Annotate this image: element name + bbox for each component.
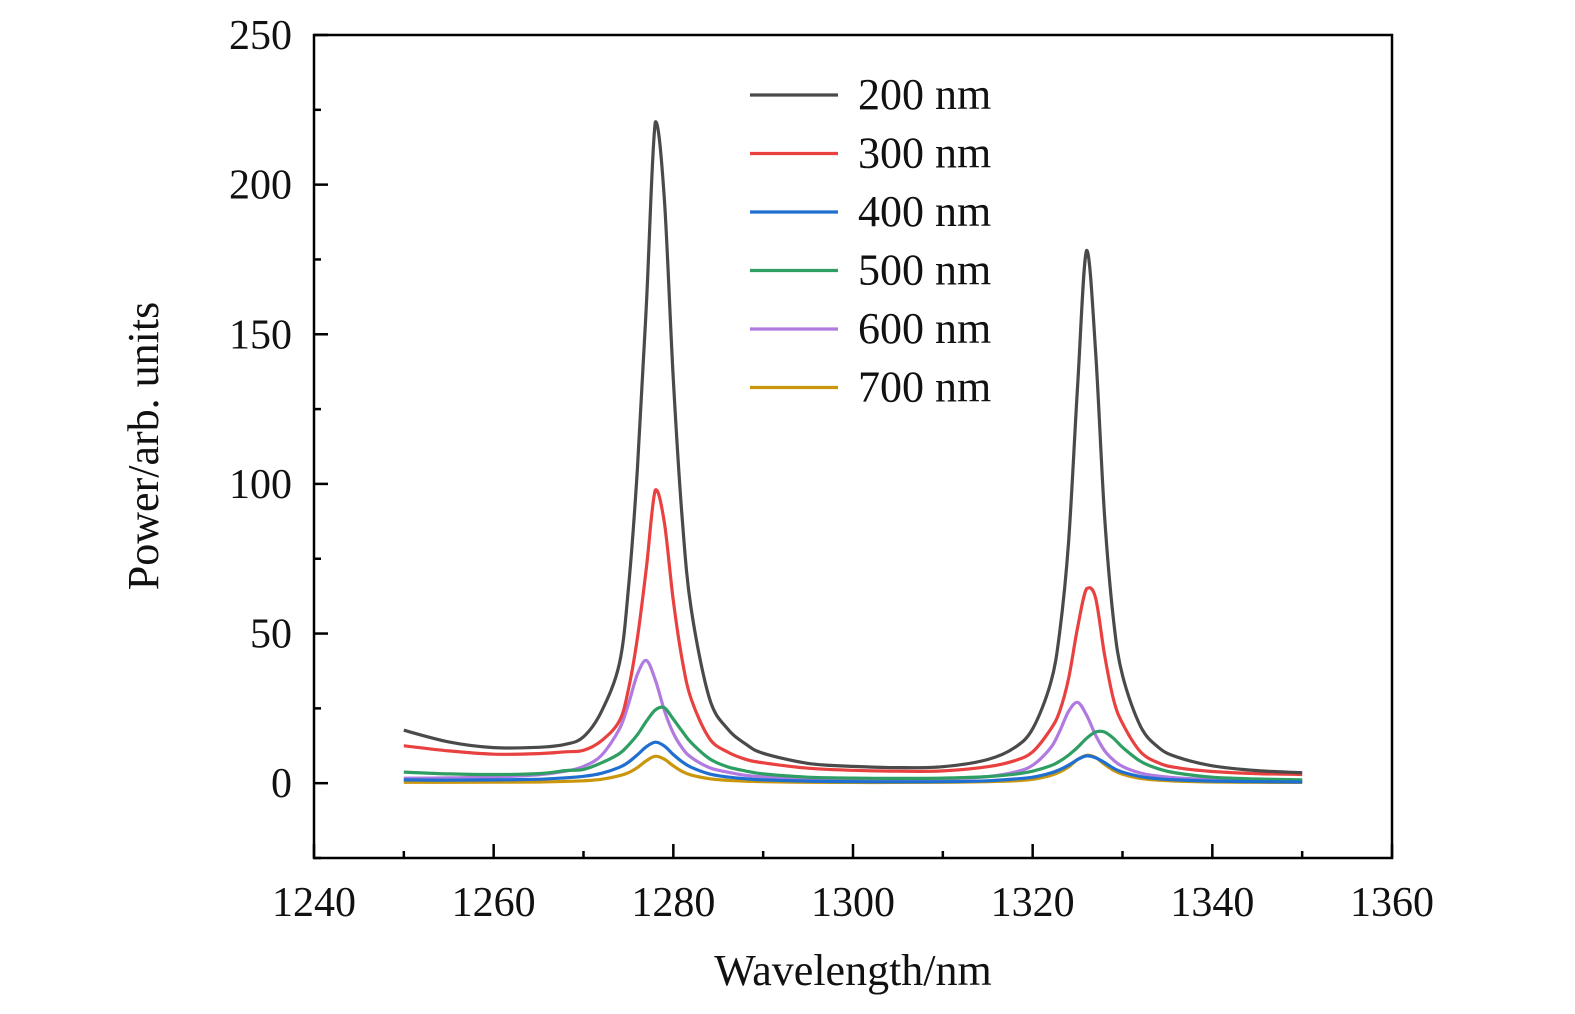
series-line-600-nm (403, 658, 1303, 783)
ticks-layer: 1240 1260 1280 1300 1320 1340 1360 0 50 100 150 200… (229, 13, 1434, 926)
legend-label: 600 nm (858, 304, 991, 353)
x-tick-label: 1340 (1170, 880, 1254, 926)
series-line-200-nm (403, 120, 1303, 775)
series-line-400-nm (403, 740, 1303, 784)
legend-label: 200 nm (858, 70, 991, 119)
y-tick-label: 50 (250, 612, 292, 658)
x-tick-label: 1240 (272, 880, 356, 926)
x-tick-label: 1360 (1350, 880, 1434, 926)
y-tick-label: 150 (229, 312, 292, 358)
y-tick-label: 100 (229, 462, 292, 508)
series-line-500-nm (403, 705, 1303, 782)
x-tick-label: 1300 (811, 880, 895, 926)
x-tick-label: 1260 (452, 880, 536, 926)
y-axis-label: Power/arb. units (119, 302, 168, 590)
series-layer (403, 120, 1303, 785)
x-tick-label: 1320 (991, 880, 1075, 926)
y-tick-label: 200 (229, 163, 292, 209)
legend-label: 700 nm (858, 363, 991, 412)
legend-label: 400 nm (858, 187, 991, 236)
series-line-300-nm (403, 488, 1303, 777)
y-tick-label: 0 (271, 761, 292, 807)
x-tick-label: 1280 (631, 880, 715, 926)
legend-label: 500 nm (858, 246, 991, 295)
legend-label: 300 nm (858, 129, 991, 178)
legend: 200 nm 300 nm 400 nm 500 nm 600 nm 700 nm (750, 70, 991, 412)
y-tick-label: 250 (229, 13, 292, 59)
plot-frame (312, 33, 1394, 860)
x-axis-label: Wavelength/nm (714, 946, 992, 995)
